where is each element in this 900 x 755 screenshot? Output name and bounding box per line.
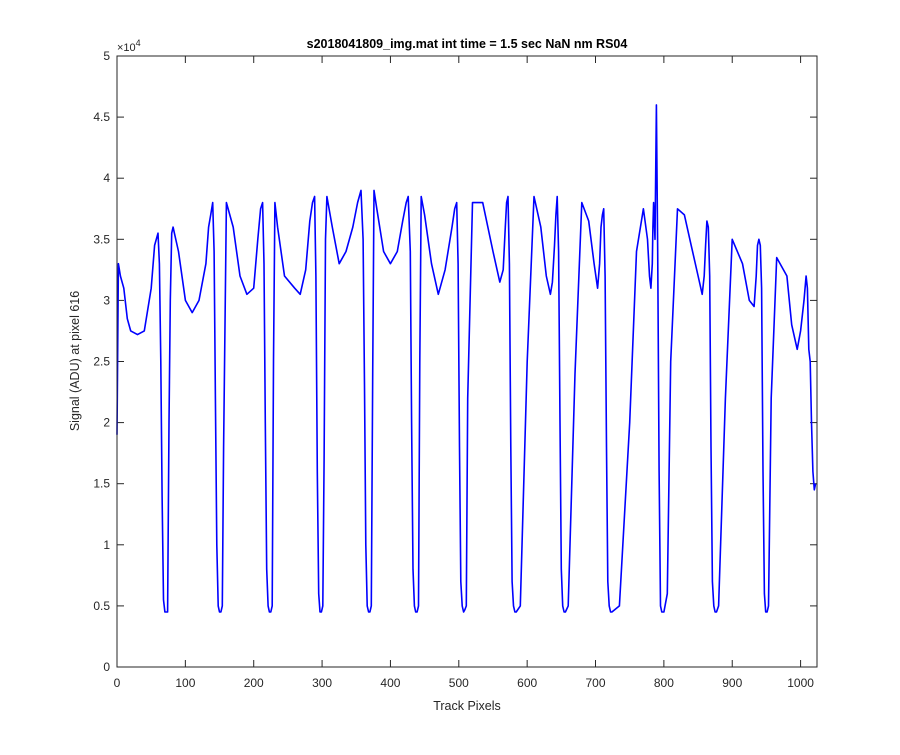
y-scale-factor: ×104 xyxy=(117,38,141,54)
x-tick-label: 1000 xyxy=(787,676,814,690)
series-layer xyxy=(116,104,817,613)
x-axis-label: Track Pixels xyxy=(433,699,501,713)
x-tick-label: 600 xyxy=(517,676,537,690)
y-axis-label: Signal (ADU) at pixel 616 xyxy=(68,291,82,431)
y-tick-label: 2.5 xyxy=(93,355,110,369)
x-tick-label: 400 xyxy=(380,676,400,690)
x-tick-label: 700 xyxy=(586,676,606,690)
x-tick-label: 500 xyxy=(449,676,469,690)
x-tick-label: 0 xyxy=(114,676,121,690)
y-tick-label: 0 xyxy=(103,660,110,674)
y-tick-label: 0.5 xyxy=(93,599,110,613)
y-tick-label: 2 xyxy=(103,416,110,430)
x-tick-label: 900 xyxy=(722,676,742,690)
y-tick-label: 3.5 xyxy=(93,232,110,246)
y-tick-label: 4.5 xyxy=(93,110,110,124)
tick-labels: 0 100 200 300 400 500 600 700 800 900 1000 0 0.5 1 1.5… xyxy=(93,49,814,690)
y-tick-label: 1.5 xyxy=(93,477,110,491)
y-scale-multiplier: ×10 xyxy=(117,42,136,54)
y-tick-label: 4 xyxy=(103,171,110,185)
chart-title: s2018041809_img.mat int time = 1.5 sec N… xyxy=(307,37,628,51)
x-tick-label: 300 xyxy=(312,676,332,690)
x-tick-label: 100 xyxy=(175,676,195,690)
axes-box xyxy=(116,55,818,668)
x-tick-label: 800 xyxy=(654,676,674,690)
y-tick-label: 3 xyxy=(103,293,110,307)
series-line-signal xyxy=(116,104,817,613)
y-scale-exponent: 4 xyxy=(136,38,141,48)
x-tick-label: 200 xyxy=(244,676,264,690)
y-tick-label: 5 xyxy=(103,49,110,63)
y-tick-label: 1 xyxy=(103,538,110,552)
